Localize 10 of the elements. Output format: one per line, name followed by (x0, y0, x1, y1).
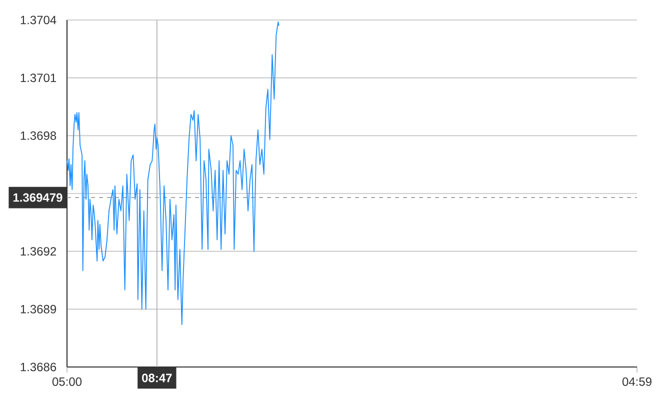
y-tick-label: 1.3704 (20, 16, 56, 24)
ref-line-label: 08:47 (142, 374, 172, 382)
y-tick-label: 1.3698 (20, 131, 56, 140)
x-tick-label: 04:59 (622, 377, 652, 386)
y-tick-label: 1.3692 (20, 247, 56, 256)
y-tick-label: 1.3689 (20, 304, 56, 314)
y-tick-label: 1.3701 (20, 74, 56, 82)
y-tick-label: 1.3686 (20, 362, 56, 372)
ref-line-label: 1.369479 (13, 193, 62, 202)
x-tick-label: 05:00 (52, 377, 82, 386)
